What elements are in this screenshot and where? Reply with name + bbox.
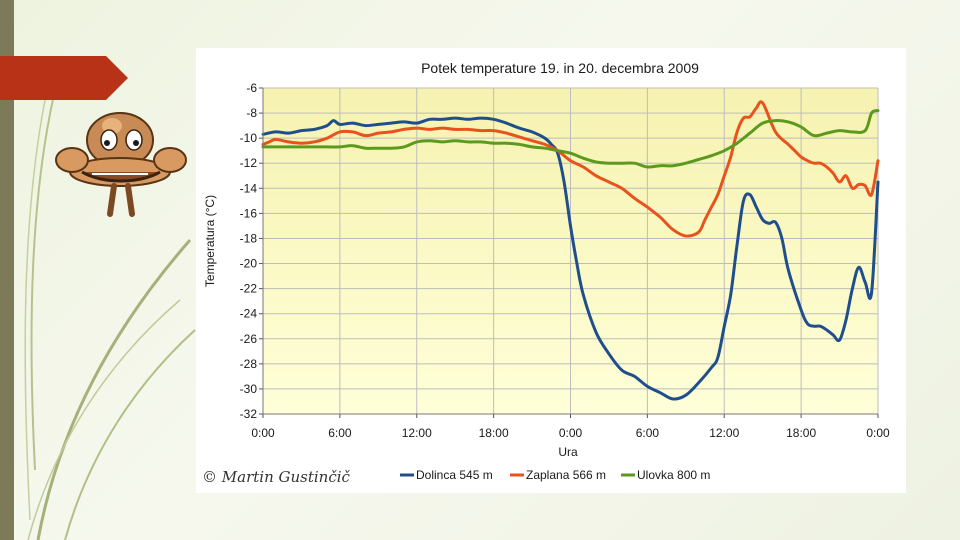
legend-label: Zaplana 566 m xyxy=(526,468,606,482)
legend-label: Ulovka 800 m xyxy=(637,468,710,482)
copyright-text: © Martin Gustinčič xyxy=(202,468,350,486)
y-tick-label: -20 xyxy=(240,257,258,271)
x-tick-label: 12:00 xyxy=(709,426,739,440)
x-tick-label: 0:00 xyxy=(866,426,890,440)
x-tick-label: 18:00 xyxy=(786,426,816,440)
axes xyxy=(262,88,878,415)
decorative-swoosh xyxy=(24,89,196,540)
y-tick-label: -26 xyxy=(240,332,258,346)
chart-panel: Potek temperature 19. in 20. decembra 20… xyxy=(196,48,906,493)
series-line-3 xyxy=(261,109,880,169)
y-tick-label: -8 xyxy=(246,106,257,120)
y-tick-label: -32 xyxy=(240,407,258,421)
series-line-2 xyxy=(261,100,880,238)
y-tick-label: -30 xyxy=(240,382,258,396)
y-tick-label: -18 xyxy=(240,231,258,245)
mascot-icon xyxy=(55,112,187,217)
y-tick-label: -22 xyxy=(240,282,258,296)
legend: Dolinca 545 m Zaplana 566 m Ulovka 800 m xyxy=(400,468,710,482)
x-tick-label: 0:00 xyxy=(251,426,275,440)
x-tick-label: 6:00 xyxy=(328,426,352,440)
x-tick-label: 6:00 xyxy=(636,426,660,440)
axis-ticks: -6 -8 -10 -12 -14 -16 -18 -20 -22 -24 -26 -28 -30 -32… xyxy=(240,81,890,440)
x-tick-label: 0:00 xyxy=(559,426,583,440)
y-tick-label: -24 xyxy=(240,307,258,321)
series-line-1 xyxy=(261,116,880,401)
x-tick-label: 12:00 xyxy=(402,426,432,440)
y-tick-label: -12 xyxy=(240,156,258,170)
y-tick-label: -16 xyxy=(240,206,258,220)
y-axis-label: Temperatura (°C) xyxy=(203,195,217,287)
chart-title: Potek temperature 19. in 20. decembra 20… xyxy=(421,60,699,76)
legend-label: Dolinca 545 m xyxy=(416,468,493,482)
y-tick-label: -14 xyxy=(240,181,258,195)
temperature-chart: Potek temperature 19. in 20. decembra 20… xyxy=(203,60,890,482)
y-tick-label: -6 xyxy=(246,81,257,95)
y-tick-label: -28 xyxy=(240,357,258,371)
series-lines xyxy=(261,100,880,401)
y-tick-label: -10 xyxy=(240,131,258,145)
x-tick-label: 18:00 xyxy=(479,426,509,440)
x-axis-label: Ura xyxy=(558,445,578,459)
left-accent-bar xyxy=(0,0,14,540)
red-arrow-icon xyxy=(0,56,128,100)
